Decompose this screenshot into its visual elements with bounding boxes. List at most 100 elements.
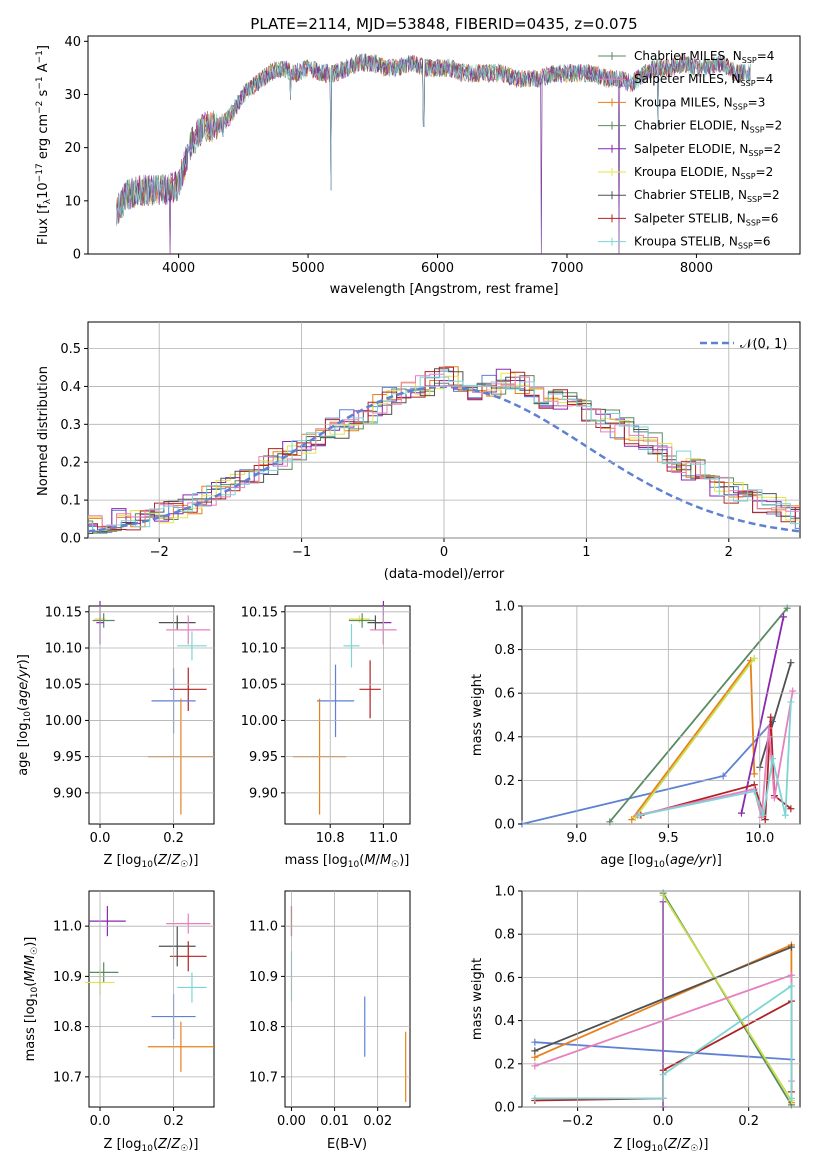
y-tick-label: 10.15 xyxy=(241,605,278,620)
mass-weight-marker xyxy=(750,654,758,662)
x-tick-label: 0.01 xyxy=(320,1114,349,1129)
y-tick-label: 10.8 xyxy=(53,1020,82,1035)
y-tick-label: 9.90 xyxy=(53,786,82,801)
x-tick-label: 4000 xyxy=(162,261,195,276)
x-tick-label: 0.00 xyxy=(277,1114,306,1129)
mass-weight-line xyxy=(634,657,756,819)
age-z-axes-frame xyxy=(88,605,215,825)
y-tick-label: 10.00 xyxy=(241,714,278,729)
x-tick-label: 0.0 xyxy=(90,1114,111,1129)
y-tick-label: 0.0 xyxy=(60,532,81,547)
x-tick-label: 0.2 xyxy=(163,831,184,846)
age-mass-axes-frame xyxy=(284,605,411,825)
x-tick-label: 8000 xyxy=(680,261,713,276)
x-tick-label: 1 xyxy=(582,545,590,560)
y-tick-label: 0.6 xyxy=(494,971,515,986)
y-tick-label: 0.2 xyxy=(494,774,515,789)
mw-z-x-axis-label: Z [log10(Z/Z☉)] xyxy=(614,1137,709,1154)
mass-z-axes-frame xyxy=(88,890,215,1108)
age-z-ticks: 0.0 0.2 9.90 9.95 10.00 10.05 10.10 10.15 xyxy=(45,605,214,846)
mass-weight-marker xyxy=(719,772,727,780)
mass-weight-vs-metallicity-panel: −0.2 0.0 0.2 0.0 0.2 0.4 0.6 0.8 1.0 Z [log10(Z/… xyxy=(470,885,801,1154)
y-tick-label: 0.2 xyxy=(60,456,81,471)
y-tick-label: 9.95 xyxy=(249,750,278,765)
y-tick-label: 10.7 xyxy=(53,1070,82,1085)
mass-weight-marker xyxy=(787,698,795,706)
y-tick-label: 11.0 xyxy=(53,920,82,935)
mass-weight-marker xyxy=(765,724,773,732)
mass-ebv-axes-frame xyxy=(284,890,411,1108)
y-tick-label: 10.05 xyxy=(45,678,82,693)
x-tick-label: −0.2 xyxy=(562,1114,594,1129)
mass-weight-marker xyxy=(531,1047,539,1055)
mass-weight-marker xyxy=(531,1094,539,1102)
y-tick-label: 10.10 xyxy=(45,642,82,657)
residual-histogram-panel: −2 −1 0 1 2 0.0 0.1 0.2 0.3 0.4 0.5 𝒩(0, 1) (data-… xyxy=(36,321,801,582)
y-tick-label: 0.1 xyxy=(60,494,81,509)
mass-weight-marker xyxy=(770,794,778,802)
x-tick-label: 0 xyxy=(440,545,448,560)
histogram-step-line xyxy=(88,368,800,531)
y-tick-label: 10 xyxy=(64,194,81,209)
histogram-y-axis-label: Normed distribution xyxy=(36,366,51,496)
mass-weight-marker xyxy=(767,713,775,721)
mass-weight-marker xyxy=(787,982,795,990)
spectrum-y-axis-label: Flux [fλ10−17 erg cm−2 s−1 A−1] xyxy=(35,45,53,245)
legend-label: Kroupa ELODIE, NSSP=2 xyxy=(634,165,773,181)
y-tick-label: 10.00 xyxy=(45,714,82,729)
legend-label: Chabrier ELODIE, NSSP=2 xyxy=(634,119,782,135)
x-tick-label: 0.2 xyxy=(163,1114,184,1129)
y-tick-label: 30 xyxy=(64,88,81,103)
mass-ebv-x-axis-label: E(B-V) xyxy=(327,1137,367,1152)
age-mass-ticks: 10.8 11.0 9.90 9.95 10.00 10.05 10.10 10.15 xyxy=(241,605,410,846)
mass-weight-marker xyxy=(761,816,769,824)
x-tick-label: 5000 xyxy=(292,261,325,276)
legend-label: Salpeter STELIB, NSSP=6 xyxy=(634,211,778,227)
mw-age-x-axis-label: age [log10(age/yr)] xyxy=(600,853,722,870)
mw-z-ticks: −0.2 0.0 0.2 0.0 0.2 0.4 0.6 0.8 1.0 xyxy=(494,885,800,1129)
age-z-x-axis-label: Z [log10(Z/Z☉)] xyxy=(104,853,199,870)
mass-z-plot-area xyxy=(85,906,214,1072)
mass-weight-vs-age-panel: 9.0 9.5 10.0 0.0 0.2 0.4 0.6 0.8 1.0 age [log10(… xyxy=(470,600,801,870)
y-tick-label: 11.0 xyxy=(249,920,278,935)
y-tick-label: 1.0 xyxy=(494,885,515,900)
mass-weight-marker xyxy=(781,811,789,819)
y-tick-label: 0.0 xyxy=(494,818,515,833)
y-tick-label: 9.95 xyxy=(53,750,82,765)
mw-z-y-axis-label: mass weight xyxy=(470,958,485,1040)
y-tick-label: 0.4 xyxy=(494,1014,515,1029)
mass-weight-line xyxy=(758,662,792,768)
spectrum-plot-area xyxy=(116,53,751,255)
spectrum-model-line xyxy=(116,53,751,227)
y-tick-label: 10.7 xyxy=(249,1070,278,1085)
age-vs-mass-panel: 10.8 11.0 9.90 9.95 10.00 10.05 10.10 10.15 mas… xyxy=(241,600,411,870)
mass-weight-marker xyxy=(769,755,777,763)
mass-ebv-plot-area xyxy=(290,906,407,1102)
mw-age-plot-area xyxy=(518,604,797,828)
histogram-step-line xyxy=(88,370,800,533)
mass-weight-marker xyxy=(635,811,643,819)
age-z-plot-area xyxy=(92,600,214,815)
y-tick-label: 1.0 xyxy=(494,600,515,615)
y-tick-label: 0.5 xyxy=(60,342,81,357)
x-tick-label: 11.0 xyxy=(369,831,398,846)
y-tick-label: 10.05 xyxy=(241,678,278,693)
y-tick-label: 0.8 xyxy=(494,643,515,658)
x-tick-label: 6000 xyxy=(421,261,454,276)
mass-vs-extinction-panel: 0.00 0.01 0.02 10.7 10.8 10.9 11.0 E(B-V) xyxy=(249,890,411,1152)
y-tick-label: 0.0 xyxy=(494,1101,515,1116)
y-tick-label: 0.4 xyxy=(494,730,515,745)
x-tick-label: 10.8 xyxy=(316,831,345,846)
spectrum-legend: Chabrier MILES, NSSP=4 Salpeter MILES, NS… xyxy=(598,49,782,251)
legend-label: Chabrier MILES, NSSP=4 xyxy=(634,49,774,65)
legend-label: Chabrier STELIB, NSSP=2 xyxy=(634,188,780,204)
y-tick-label: 9.90 xyxy=(249,786,278,801)
x-tick-label: 0.2 xyxy=(738,1114,759,1129)
x-tick-label: −2 xyxy=(150,545,169,560)
mass-z-x-axis-label: Z [log10(Z/Z☉)] xyxy=(104,1137,199,1154)
x-tick-label: 9.0 xyxy=(567,831,588,846)
age-mass-x-axis-label: mass [log10(M/M☉)] xyxy=(285,853,410,870)
mass-weight-marker xyxy=(787,805,795,813)
x-tick-label: −1 xyxy=(292,545,311,560)
